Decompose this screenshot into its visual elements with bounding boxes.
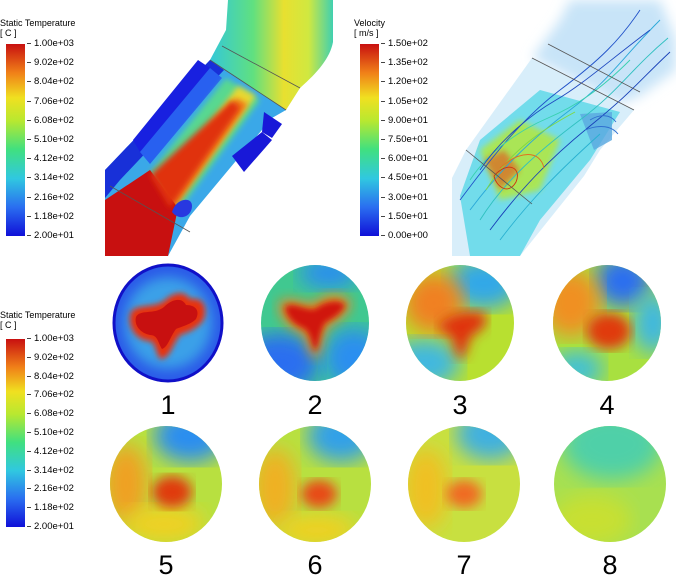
colorbar-tick-label: 1.00e+03: [27, 38, 74, 49]
colorbar-gradient: [6, 44, 25, 236]
section-label-3: 3: [452, 390, 468, 420]
colorbar-tick-label: 4.50e+01: [381, 172, 428, 184]
colorbar-unit: [ m/s ]: [354, 28, 379, 38]
section-label-1: 1: [160, 390, 176, 420]
colorbar-title: Static Temperature: [0, 18, 76, 28]
colorbar-tick-label: 1.20e+02: [381, 76, 428, 88]
cross-section-disc-6: [259, 426, 371, 542]
cross-section-disc-1: [112, 263, 224, 383]
colorbar-tick-label: 2.16e+02: [27, 191, 74, 203]
colorbar-tick-label: 4.12e+02: [27, 445, 74, 457]
colorbar-tick-label: 5.10e+02: [27, 134, 74, 145]
colorbar-gradient: [6, 339, 25, 527]
colorbar-tick-label: 1.05e+02: [381, 95, 428, 107]
cross-section-disc-4: [553, 265, 661, 381]
colorbar-tick-label: 6.08e+02: [27, 114, 74, 126]
section-label-4: 4: [599, 390, 615, 420]
colorbar-tick-label: 4.12e+02: [27, 153, 74, 165]
colorbar-tick-label: 9.02e+02: [27, 351, 74, 363]
cross-section-disc-2: [261, 265, 369, 381]
colorbar-tick-label: 8.04e+02: [27, 370, 74, 382]
cross-section-disc-8: [554, 426, 666, 542]
colorbar-tick-label: 1.00e+03: [27, 333, 74, 344]
colorbar-tick-label: 0.00e+00: [381, 230, 428, 241]
colorbar-tick-label: 1.18e+02: [27, 502, 74, 514]
colorbar-tick-label: 3.14e+02: [27, 172, 74, 184]
colorbar-gradient: [360, 44, 379, 236]
section-label-6: 6: [307, 550, 323, 580]
colorbar-tick-label: 2.00e+01: [27, 521, 74, 532]
colorbar-tick-label: 1.18e+02: [27, 210, 74, 222]
colorbar-unit: [ C ]: [0, 320, 17, 330]
colorbar-tick-label: 6.00e+01: [381, 153, 428, 165]
colorbar-tick-label: 9.00e+01: [381, 114, 428, 126]
colorbar-title: Static Temperature: [0, 310, 76, 320]
colorbar-tick-label: 9.02e+02: [27, 57, 74, 69]
colorbar-tick-label: 7.06e+02: [27, 95, 74, 107]
section-label-2: 2: [307, 390, 323, 420]
colorbar-tick-label: 1.35e+02: [381, 57, 428, 69]
cross-section-disc-7: [408, 426, 520, 542]
colorbar-tick-label: 3.14e+02: [27, 464, 74, 476]
cross-section-disc-5: [110, 426, 222, 542]
cross-section-disc-3: [406, 265, 514, 381]
section-label-5: 5: [158, 550, 174, 580]
colorbar-tick-label: 5.10e+02: [27, 427, 74, 438]
colorbar-tick-label: 1.50e+02: [381, 38, 428, 49]
colorbar-tick-label: 2.16e+02: [27, 483, 74, 495]
section-label-7: 7: [456, 550, 472, 580]
colorbar-tick-label: 3.00e+01: [381, 191, 428, 203]
colorbar-title: Velocity: [354, 18, 386, 28]
colorbar-unit: [ C ]: [0, 28, 17, 38]
colorbar-tick-label: 7.06e+02: [27, 389, 74, 401]
colorbar-tick-label: 1.50e+01: [381, 210, 428, 222]
colorbar-tick-label: 8.04e+02: [27, 76, 74, 88]
colorbar-tick-label: 2.00e+01: [27, 230, 74, 241]
colorbar-tick-label: 7.50e+01: [381, 134, 428, 145]
colorbar-tick-label: 6.08e+02: [27, 408, 74, 420]
section-label-8: 8: [602, 550, 618, 580]
